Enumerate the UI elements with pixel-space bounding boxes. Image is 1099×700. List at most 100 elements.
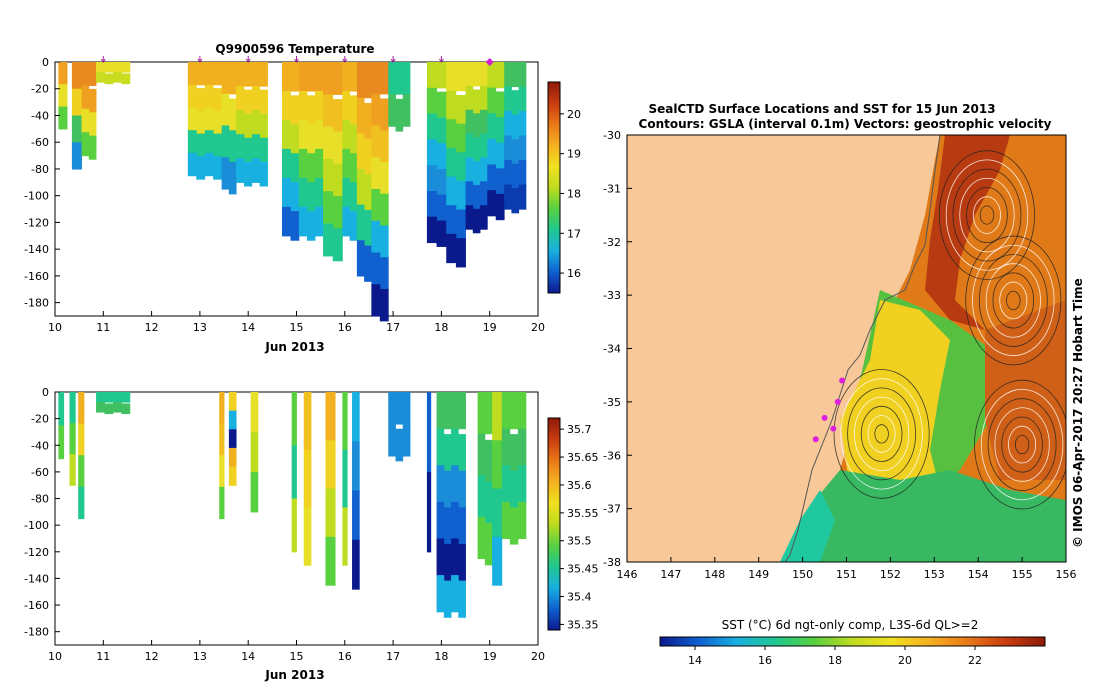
profile-segment (371, 93, 381, 127)
profile-segment (306, 153, 316, 183)
profile-segment (259, 89, 268, 115)
profile-segment (187, 84, 197, 109)
profile-segment (436, 392, 445, 430)
profile-segment (342, 177, 351, 208)
ocean-south-cool (800, 470, 1066, 562)
profile-segment (282, 90, 291, 121)
y-tick-label: 0 (42, 56, 49, 69)
profile-segment (96, 62, 105, 73)
profile-segment (472, 89, 481, 114)
profile-segment (71, 115, 82, 143)
salinity-colorbar (547, 417, 561, 631)
x-tick-label: 17 (386, 650, 400, 663)
profile-segment (458, 392, 466, 430)
temperature-xlabel: Jun 2013 (264, 340, 324, 354)
profile-segment (356, 168, 365, 206)
profile-segment (69, 423, 76, 455)
profile-segment (388, 392, 396, 425)
lon-tick-label: 149 (748, 568, 769, 581)
profile-segment (213, 110, 223, 135)
profile-segment (71, 88, 82, 117)
profile-segment (455, 180, 466, 211)
profile-segment (495, 91, 505, 118)
y-tick-label: 0 (42, 386, 49, 399)
profile-segment (495, 168, 505, 195)
map-colorbar-tick-label: 18 (828, 654, 842, 667)
profile-segment (517, 392, 527, 430)
profile-segment (315, 90, 324, 121)
salinity-colorbar-ticks: 35.7 35.65 35.6 35.55 35.5 35.45 35.4 35.35 (560, 423, 599, 631)
profile-segment (472, 62, 481, 87)
profile-segment (342, 392, 348, 451)
profile-segment (495, 193, 505, 221)
profile-segment (458, 543, 466, 582)
profile-segment (236, 158, 245, 183)
lat-tick-label: -37 (603, 503, 621, 516)
profile-segment (509, 507, 519, 545)
profile-segment (228, 429, 237, 449)
profile-segment (213, 133, 223, 157)
profile-segment (58, 84, 68, 108)
profile-segment (517, 465, 527, 503)
profile-segment (71, 62, 82, 90)
profile-segment (342, 148, 351, 179)
profile-segment (495, 117, 505, 144)
profile-segment (518, 135, 527, 161)
profile-segment (88, 62, 97, 86)
profile-segment (306, 124, 316, 154)
profile-segment (509, 434, 519, 472)
profile-segment (259, 161, 268, 187)
profile-segment (298, 148, 308, 179)
profile-segment (88, 88, 97, 113)
colorbar-tick-label: 16 (567, 267, 581, 280)
colorbar-tick-label: 35.45 (567, 563, 599, 576)
profile-segment (356, 240, 365, 277)
profile-segment (501, 392, 511, 430)
profile-segment (443, 470, 452, 508)
profile-segment (518, 62, 527, 88)
x-tick-label: 20 (531, 321, 545, 334)
y-tick-label: -140 (24, 243, 49, 256)
y-tick-label: -140 (24, 572, 49, 585)
y-tick-label: -60 (31, 466, 49, 479)
profile-segment (446, 62, 457, 92)
profile-segment (342, 206, 351, 237)
profile-segment (228, 130, 237, 163)
lat-tick-label: -34 (603, 343, 621, 356)
profile-segment (484, 481, 493, 524)
profile-segment (480, 157, 488, 182)
map-subtitle: Contours: GSLA (interval 0.1m) Vectors: … (639, 117, 1052, 131)
y-tick-label: -160 (24, 599, 49, 612)
y-tick-label: -40 (31, 109, 49, 122)
profile-segment (332, 99, 343, 133)
profile-segment (455, 62, 466, 92)
lon-tick-label: 156 (1056, 568, 1077, 581)
profile-segment (458, 580, 466, 618)
profile-segment (88, 135, 97, 160)
profile-segment (436, 428, 445, 466)
x-tick-label: 12 (145, 321, 159, 334)
profile-segment (356, 133, 365, 170)
profile-segment (465, 85, 474, 111)
profile-segment (352, 441, 360, 492)
profile-segment (204, 84, 214, 109)
profile-segment (518, 184, 527, 210)
profile-segment (395, 62, 404, 95)
profile-segment (458, 434, 466, 472)
profile-segment (251, 62, 261, 87)
seal-location-point (812, 436, 819, 443)
profile-segment (426, 216, 437, 244)
y-tick-label: -180 (24, 626, 49, 639)
x-tick-label: 19 (483, 650, 497, 663)
profile-segment (472, 184, 481, 210)
profile-marker-head (245, 58, 251, 63)
coastline (784, 135, 941, 562)
gsla-contour (959, 177, 1015, 253)
profile-segment (251, 158, 261, 183)
gsla-contour (1001, 416, 1043, 473)
profile-segment (88, 112, 97, 137)
profile-segment (472, 113, 481, 138)
profile-segment (379, 289, 389, 322)
profile-segment (78, 486, 85, 520)
gsla-contour (987, 398, 1057, 491)
